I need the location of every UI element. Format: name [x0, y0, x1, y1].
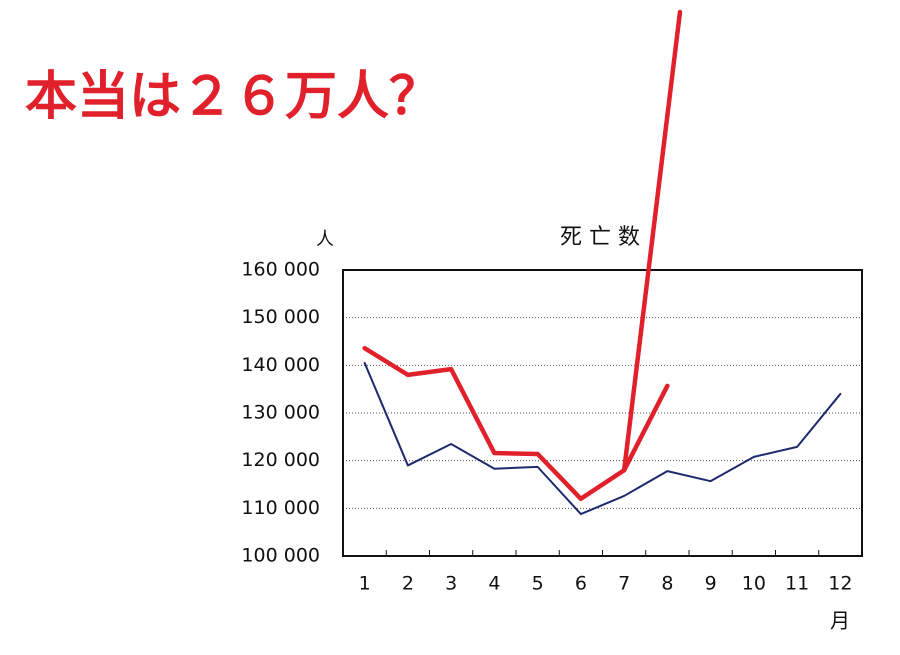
- y-tick-label: 110 000: [241, 497, 320, 519]
- x-tick-label: 12: [828, 573, 852, 595]
- x-tick-label: 3: [445, 573, 457, 595]
- x-tick-label: 9: [705, 573, 717, 595]
- y-tick-label: 150 000: [241, 306, 320, 328]
- series-line: [363, 361, 842, 516]
- y-tick-label: 130 000: [241, 402, 320, 424]
- chart-title: 死 亡 数: [560, 225, 640, 250]
- x-tick-label: 11: [785, 573, 809, 595]
- x-tick-label: 2: [402, 573, 414, 595]
- y-tick-label: 160 000: [241, 259, 320, 281]
- y-tick-label: 120 000: [241, 449, 320, 471]
- headline: 本当は２６万人？: [25, 67, 441, 127]
- annotation-arrow: [621, 9, 683, 473]
- series-line: [362, 345, 670, 502]
- x-unit: 月: [830, 609, 850, 633]
- y-unit: 人: [316, 229, 334, 250]
- x-tick-label: 10: [742, 573, 766, 595]
- y-tick-label: 100 000: [241, 545, 320, 567]
- plot-frame: [342, 269, 863, 557]
- x-tick-label: 7: [618, 573, 630, 595]
- x-tick-label: 4: [488, 573, 500, 595]
- x-tick-label: 8: [661, 573, 673, 595]
- x-tick-label: 5: [532, 573, 544, 595]
- y-tick-label: 140 000: [241, 354, 320, 376]
- x-tick-label: 6: [575, 573, 587, 595]
- x-tick-label: 1: [359, 573, 371, 595]
